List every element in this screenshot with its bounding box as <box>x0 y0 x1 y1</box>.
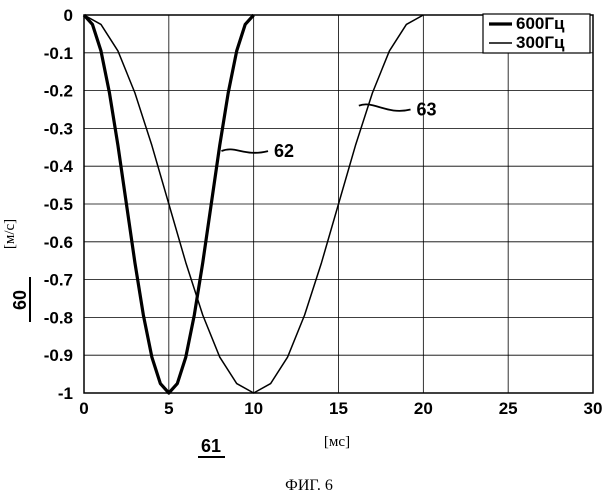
y-tick-label: 0 <box>64 6 73 25</box>
legend: 600Гц 300Гц <box>483 14 590 53</box>
figure-ref-60: 60 <box>10 290 30 310</box>
legend-label-300: 300Гц <box>516 33 565 52</box>
figure-caption: ФИГ. 6 <box>285 477 333 494</box>
annotation-leader <box>221 149 268 152</box>
y-tick-label: -0.1 <box>44 44 73 63</box>
y-tick-label: -0.7 <box>44 271 73 290</box>
annotation-label: 63 <box>417 100 437 120</box>
x-tick-label: 0 <box>79 399 88 418</box>
annotation-62: 62 <box>221 141 294 161</box>
x-axis-label: [мс] <box>324 434 350 450</box>
figure-ref-61: 61 <box>201 436 221 456</box>
x-tick-label: 20 <box>414 399 433 418</box>
y-tick-label: -0.3 <box>44 119 73 138</box>
x-tick-label: 5 <box>164 399 173 418</box>
annotation-63: 63 <box>359 100 437 120</box>
y-axis-label: [м/с] <box>2 219 18 249</box>
legend-label-600: 600Гц <box>516 14 565 33</box>
y-tick-label: -0.4 <box>44 157 74 176</box>
y-tick-label: -1 <box>58 384 73 403</box>
x-tick-label: 25 <box>499 399 518 418</box>
x-tick-label: 10 <box>244 399 263 418</box>
y-tick-labels: 0 -0.1 -0.2 -0.3 -0.4 -0.5 -0.6 -0.7 -0.8 -0.9 -1 <box>44 6 74 403</box>
x-tick-label: 30 <box>584 399 603 418</box>
y-tick-label: -0.9 <box>44 346 73 365</box>
y-tick-label: -0.2 <box>44 82 73 101</box>
x-tick-label: 15 <box>329 399 348 418</box>
x-tick-labels: 0 5 10 15 20 25 30 <box>79 399 602 418</box>
y-tick-label: -0.6 <box>44 233 73 252</box>
y-tick-label: -0.8 <box>44 308 73 327</box>
annotation-label: 62 <box>274 141 294 161</box>
y-tick-label: -0.5 <box>44 195 73 214</box>
